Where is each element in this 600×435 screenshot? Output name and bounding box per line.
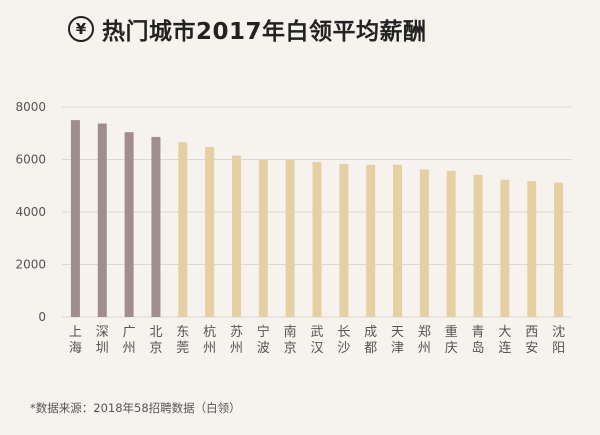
bar: [419, 169, 429, 317]
x-tick-label: 杭州: [203, 325, 216, 356]
x-tick-label: 苏州: [230, 324, 243, 356]
chart-title: 热门城市2017年白领平均薪酬: [102, 19, 427, 45]
chart-header: ¥ 热门城市2017年白领平均薪酬: [68, 12, 427, 46]
bar: [285, 160, 295, 317]
bar: [500, 179, 510, 317]
bar: [393, 164, 403, 317]
x-tick-label: 郑州: [418, 325, 431, 356]
bar: [178, 142, 188, 317]
bar: [151, 136, 161, 317]
x-tick-label: 长沙: [337, 325, 350, 356]
x-tick-label: 沈阳: [552, 325, 565, 356]
bar: [446, 170, 456, 317]
x-tick-label: 北京: [149, 325, 162, 356]
bar: [231, 155, 241, 317]
x-tick-label: 大连: [498, 325, 511, 356]
y-tick-label: 0: [38, 310, 46, 324]
bar: [97, 123, 107, 317]
bar: [366, 164, 376, 317]
footnote: *数据来源：2018年58招聘数据（白领）: [30, 401, 241, 415]
bar: [554, 182, 564, 317]
x-tick-label: 广州: [123, 325, 136, 356]
bar: [312, 162, 322, 317]
x-tick-label: 深圳: [96, 325, 109, 356]
bar: [339, 163, 349, 317]
bar: [527, 181, 537, 317]
x-tick-label: 上海: [69, 325, 82, 356]
x-tick-label: 东莞: [176, 325, 189, 356]
x-tick-label: 西安: [525, 325, 538, 356]
x-tick-label: 武汉: [310, 325, 323, 356]
y-tick-label: 2000: [15, 258, 46, 272]
x-tick-label: 宁波: [257, 324, 270, 356]
x-tick-label: 重庆: [445, 324, 458, 356]
yen-icon: ¥: [68, 16, 94, 42]
x-tick-label: 天津: [391, 325, 404, 356]
y-tick-label: 8000: [15, 100, 46, 114]
x-tick-label: 青岛: [472, 325, 485, 356]
bar: [124, 132, 134, 317]
y-tick-label: 6000: [15, 153, 46, 167]
y-tick-label: 4000: [15, 205, 46, 219]
x-tick-label: 成都: [364, 325, 377, 356]
x-tick-label: 南京: [284, 324, 297, 356]
bar: [70, 120, 80, 317]
bar: [258, 159, 268, 317]
bar: [473, 174, 483, 317]
bar: [205, 146, 215, 317]
